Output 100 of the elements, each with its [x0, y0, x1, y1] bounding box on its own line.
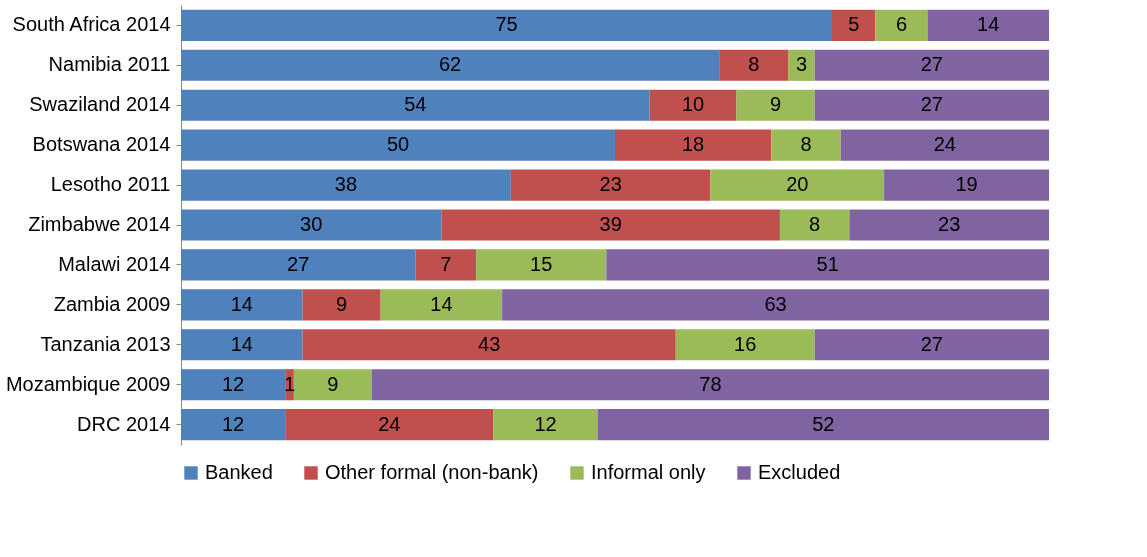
data-label: 20	[786, 173, 809, 196]
data-label: 43	[478, 332, 501, 355]
data-label: 9	[336, 292, 348, 315]
data-label: 10	[681, 93, 705, 116]
bar	[181, 49, 720, 81]
bar	[710, 169, 885, 201]
y-tick-label: Mozambique 2009	[5, 372, 171, 395]
bar	[181, 129, 615, 161]
data-label: 14	[977, 13, 1000, 36]
bar	[510, 169, 711, 201]
data-label: 12	[221, 412, 245, 435]
bar	[814, 329, 1049, 361]
data-label: 24	[933, 133, 956, 156]
data-label: 18	[681, 133, 705, 156]
bar	[181, 289, 303, 321]
data-label: 14	[230, 292, 253, 315]
data-label: 27	[920, 53, 943, 76]
data-label: 30	[300, 213, 323, 235]
bar	[415, 249, 477, 281]
bar	[840, 129, 1049, 161]
data-label: 8	[800, 133, 812, 156]
bar	[181, 409, 286, 441]
bar	[302, 289, 381, 321]
y-tick-label: South Africa 2014	[12, 13, 171, 36]
bar	[814, 89, 1049, 121]
data-label: 63	[764, 292, 787, 315]
y-tick-label: Zimbabwe 2014	[28, 213, 171, 235]
bar	[615, 129, 772, 161]
legend-label: Excluded	[758, 461, 841, 483]
data-label: 14	[430, 292, 453, 315]
data-label: 7	[440, 252, 452, 275]
bar	[832, 9, 876, 41]
y-tick-label: DRC 2014	[77, 412, 171, 435]
data-label: 54	[404, 93, 427, 116]
bar	[779, 209, 850, 241]
y-tick-label: Malawi 2014	[58, 252, 171, 275]
bar	[181, 329, 303, 361]
bar	[814, 49, 1049, 81]
data-label: 12	[534, 412, 557, 435]
y-tick-label: Zambia 2009	[53, 292, 171, 315]
data-label: 23	[599, 173, 622, 196]
legend-label: Banked	[205, 461, 273, 483]
data-label: 75	[495, 13, 518, 36]
data-label: 19	[955, 173, 978, 196]
bar	[181, 369, 286, 401]
data-label: 5	[848, 13, 860, 36]
legend-label: Other formal (non-bank)	[325, 461, 539, 483]
bar	[285, 409, 494, 441]
y-tick-label: Lesotho 2011	[50, 173, 171, 196]
data-label: 8	[809, 213, 821, 235]
y-tick-label: Botswana 2014	[32, 133, 171, 156]
bar	[476, 249, 607, 281]
bar	[675, 329, 815, 361]
bar	[771, 129, 841, 161]
data-label: 3	[796, 53, 808, 76]
y-tick-label: Tanzania 2013	[40, 332, 171, 355]
bar	[736, 89, 815, 121]
data-label: 39	[599, 213, 622, 235]
data-label: 15	[530, 252, 553, 275]
bar	[649, 89, 737, 121]
data-label: 8	[748, 53, 760, 76]
data-label: 1	[283, 372, 296, 395]
bar	[181, 9, 832, 41]
bar	[181, 89, 650, 121]
bar	[927, 9, 1049, 41]
data-label: 9	[327, 372, 339, 395]
data-label: 16	[734, 332, 757, 355]
bar	[302, 329, 676, 361]
data-label: 51	[816, 252, 839, 275]
bar	[493, 409, 598, 441]
bar	[502, 289, 1049, 321]
data-label: 12	[221, 372, 245, 395]
bar	[606, 249, 1049, 281]
bar	[380, 289, 503, 321]
data-label: 27	[287, 252, 310, 275]
bar	[875, 9, 928, 41]
bar	[719, 49, 789, 81]
bar	[371, 369, 1049, 401]
data-label: 78	[699, 372, 722, 395]
data-label: 9	[770, 93, 782, 116]
data-label: 14	[230, 332, 253, 355]
data-label: 6	[895, 13, 907, 36]
bar	[181, 209, 442, 241]
data-label: 62	[438, 53, 462, 76]
y-tick-label: Swaziland 2014	[29, 93, 171, 116]
bar	[884, 169, 1049, 201]
data-label: 27	[920, 93, 943, 116]
bar	[293, 369, 372, 401]
data-label: 50	[386, 133, 410, 156]
bar	[597, 409, 1049, 441]
y-tick-label: Namibia 2011	[48, 53, 171, 76]
bar	[441, 209, 780, 241]
bar	[849, 209, 1049, 241]
data-label: 52	[812, 412, 835, 435]
data-label: 24	[378, 412, 401, 435]
data-label: 38	[334, 173, 358, 196]
bar	[181, 249, 416, 281]
data-label: 27	[920, 332, 943, 355]
legend-label: Informal only	[591, 461, 706, 483]
data-label: 23	[938, 213, 961, 235]
